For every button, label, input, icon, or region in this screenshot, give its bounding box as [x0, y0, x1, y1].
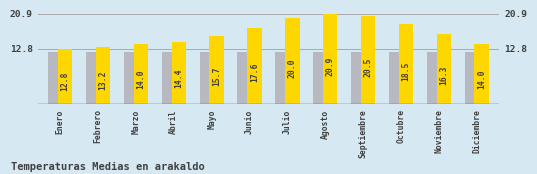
Bar — [351, 52, 365, 104]
Bar — [427, 52, 441, 104]
Bar — [237, 52, 252, 104]
Bar — [437, 34, 451, 104]
Bar — [474, 44, 489, 104]
Text: Temperaturas Medias en arakaldo: Temperaturas Medias en arakaldo — [11, 162, 205, 172]
Bar — [96, 47, 110, 104]
Text: 14.0: 14.0 — [477, 69, 486, 89]
Text: 20.9: 20.9 — [326, 57, 335, 76]
Bar — [323, 14, 337, 104]
Text: 14.0: 14.0 — [136, 69, 146, 89]
Bar — [398, 24, 413, 104]
Bar — [209, 36, 224, 104]
Bar — [285, 18, 300, 104]
Bar — [86, 52, 100, 104]
Text: 16.3: 16.3 — [439, 65, 448, 85]
Text: 12.8: 12.8 — [61, 71, 70, 91]
Bar — [389, 52, 403, 104]
Bar — [48, 52, 63, 104]
Text: 17.6: 17.6 — [250, 63, 259, 82]
Bar — [172, 42, 186, 104]
Bar — [361, 16, 375, 104]
Bar — [248, 28, 262, 104]
Bar — [465, 52, 479, 104]
Text: 14.4: 14.4 — [175, 68, 183, 88]
Bar — [162, 52, 176, 104]
Text: 18.5: 18.5 — [402, 61, 410, 81]
Bar — [275, 52, 289, 104]
Text: 20.5: 20.5 — [364, 57, 373, 77]
Bar — [124, 52, 139, 104]
Text: 15.7: 15.7 — [212, 66, 221, 86]
Text: 20.0: 20.0 — [288, 58, 297, 78]
Bar — [313, 52, 328, 104]
Bar — [200, 52, 214, 104]
Text: 13.2: 13.2 — [99, 71, 107, 90]
Bar — [134, 44, 148, 104]
Bar — [58, 49, 72, 104]
